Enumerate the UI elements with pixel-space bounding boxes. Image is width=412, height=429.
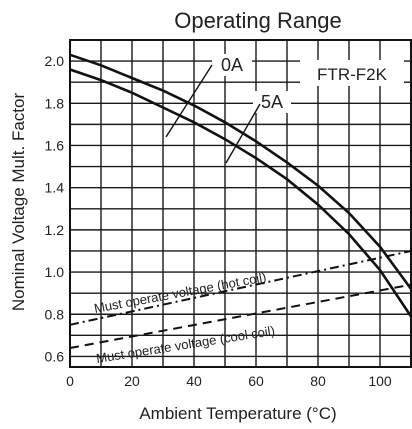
cool-coil-label: Must operate voltage (cool coil): [95, 323, 276, 366]
model-label-bg: [300, 60, 404, 86]
y-axis-label: Nominal Voltage Mult. Factor: [9, 93, 28, 312]
model-annotation: FTR-F2K: [317, 65, 388, 84]
series-line-hot-coil: [69, 250, 412, 326]
plot-frame: [69, 39, 412, 368]
series-5a-label-bg: [253, 91, 291, 113]
y-tick-label: 1.4: [45, 180, 65, 196]
chart-series: [69, 53, 412, 349]
y-tick-label: 1.8: [45, 95, 65, 111]
y-axis-ticks: 0.6 0.8 1.0 1.2 1.4 1.6 1.8 2.0: [45, 53, 65, 364]
x-tick-label: 40: [186, 373, 202, 389]
y-tick-label: 1.0: [45, 264, 65, 280]
y-tick-label: 1.2: [45, 222, 65, 238]
y-tick-label: 2.0: [45, 53, 65, 69]
series-label-0a: 0A: [221, 55, 243, 75]
x-tick-label: 0: [66, 373, 74, 389]
x-tick-label: 20: [124, 373, 140, 389]
chart-title: Operating Range: [174, 8, 342, 33]
x-axis-ticks: 0 20 40 60 80 100: [66, 373, 392, 389]
series-line-0a: [69, 53, 412, 290]
x-tick-label: 100: [368, 373, 392, 389]
x-tick-label: 60: [248, 373, 264, 389]
x-axis-label: Ambient Temperature (°C): [139, 404, 336, 423]
series-line-5a: [69, 68, 412, 318]
series-label-5a: 5A: [261, 92, 283, 112]
chart-labels: FTR-F2K 0A 5A Must operate voltage (hot …: [93, 54, 404, 366]
y-tick-label: 1.6: [45, 137, 65, 153]
series-0a-label-bg: [212, 54, 252, 76]
y-tick-label: 0.6: [45, 348, 65, 364]
leader-0a: [165, 64, 213, 138]
leader-5a: [225, 103, 261, 164]
x-tick-label: 80: [310, 373, 326, 389]
y-tick-label: 0.8: [45, 306, 65, 322]
series-line-cool-coil: [69, 283, 412, 349]
